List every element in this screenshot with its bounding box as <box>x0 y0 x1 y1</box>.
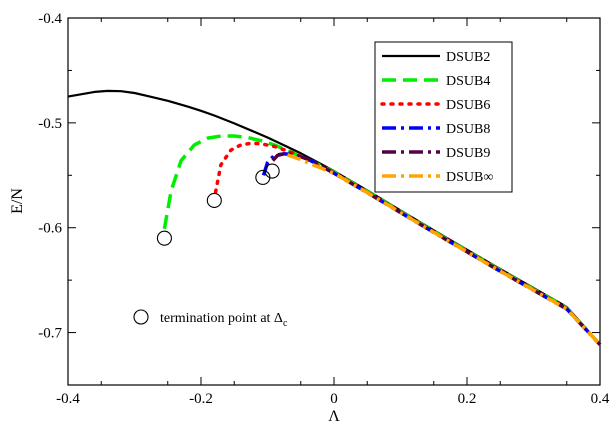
annotation-text: termination point at Δc <box>160 311 288 329</box>
y-tick-label: -0.6 <box>38 221 62 237</box>
y-axis-label: E/N <box>9 188 26 214</box>
legend-box <box>374 41 513 193</box>
legend-label-dsub4: DSUB4 <box>446 74 490 89</box>
annotation-main-text: termination point at Δ <box>160 311 283 326</box>
x-tick-label: 0.2 <box>458 391 477 407</box>
annotation-subscript: c <box>283 318 288 329</box>
annotation: termination point at Δc <box>133 309 288 329</box>
termination-point <box>156 230 172 246</box>
annotation-marker <box>133 309 149 325</box>
x-tick-label: -0.2 <box>189 391 213 407</box>
y-tick-label: -0.5 <box>38 116 62 132</box>
legend-label-dsub8: DSUB8 <box>446 122 490 137</box>
legend: DSUB2 DSUB4 DSUB6 DSUB8 DSUB9 DSUB∞ <box>374 41 513 193</box>
series-line-dsubinf <box>286 153 602 346</box>
series-layer <box>67 89 602 347</box>
x-tick-label: 0.4 <box>591 391 610 407</box>
axis-ticks: -0.4 -0.2 0 0.2 0.4 -0.4 -0.5 -0.6 -0.7 <box>38 11 610 407</box>
termination-point <box>264 163 280 179</box>
termination-markers <box>156 163 280 246</box>
legend-label-dsubinf: DSUB∞ <box>446 170 493 185</box>
plot-area <box>67 17 601 386</box>
legend-label-dsub2: DSUB2 <box>446 50 490 65</box>
series-line-dsub2 <box>67 89 601 346</box>
x-tick-label: -0.4 <box>56 391 80 407</box>
legend-label-dsub6: DSUB6 <box>446 98 490 113</box>
termination-point <box>206 192 222 209</box>
legend-items: DSUB2 DSUB4 DSUB6 DSUB8 DSUB9 DSUB∞ <box>380 50 493 185</box>
x-axis-label: Λ <box>328 408 340 425</box>
x-tick-label: 0 <box>330 391 338 407</box>
legend-label-dsub9: DSUB9 <box>446 146 490 161</box>
y-tick-label: -0.4 <box>38 11 62 27</box>
y-tick-label: -0.7 <box>38 326 62 342</box>
